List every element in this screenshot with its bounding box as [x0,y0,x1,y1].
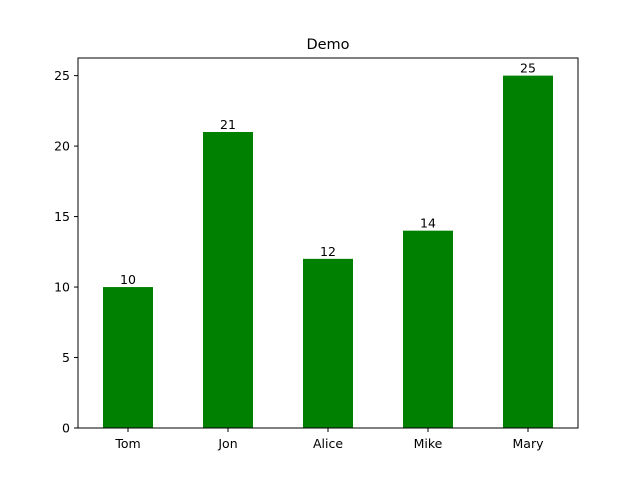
data-label: 25 [520,61,536,76]
y-tick-label: 10 [54,280,70,295]
y-tick-label: 25 [54,68,70,83]
bar-mary [503,75,553,428]
data-label: 12 [320,244,336,259]
y-tick-label: 15 [54,209,70,224]
data-label: 14 [420,216,436,231]
bar-alice [303,258,353,428]
x-tick-label: Mary [513,436,545,451]
y-tick-label: 0 [62,421,70,436]
data-label: 10 [120,272,136,287]
chart-title: Demo [306,37,349,53]
y-tick-label: 5 [62,350,70,365]
data-label: 21 [220,117,236,132]
data-labels: 10 21 12 14 25 [120,61,536,287]
bars [103,75,553,428]
x-tick-label: Mike [414,436,443,451]
y-axis: 0 5 10 15 20 25 [54,68,78,436]
bar-mike [403,230,453,428]
plot-frame [77,57,579,429]
bar-jon [203,132,253,428]
x-tick-label: Alice [313,436,343,451]
x-tick-label: Jon [217,436,237,451]
bar-tom [103,287,153,428]
x-axis: Tom Jon Alice Mike Mary [114,428,544,451]
y-tick-label: 20 [54,139,70,154]
x-tick-label: Tom [114,436,140,451]
